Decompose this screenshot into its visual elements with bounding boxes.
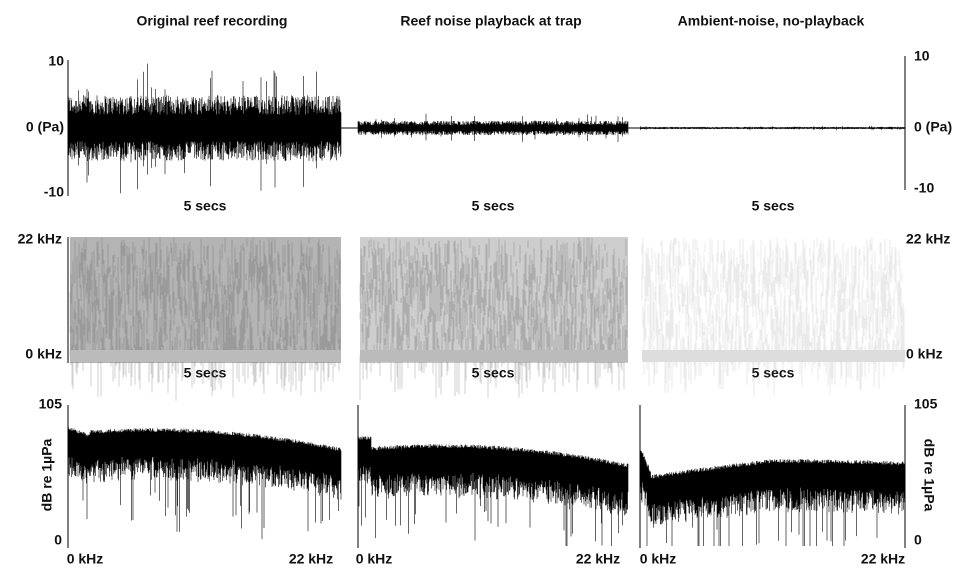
spectrogram-bg [642,237,905,363]
column-title: Original reef recording [137,13,288,29]
tick-label: 0 kHz [25,346,62,362]
tick-label: 0 (Pa) [914,119,952,135]
x-tick-label: 22 kHz [576,551,620,567]
waveform [358,114,628,142]
tick-label: 10 [48,53,64,69]
tick-label: 22 kHz [18,231,62,247]
tick-label: 0 kHz [906,346,943,362]
tick-label: -10 [44,184,64,200]
tick-label: 105 [39,396,63,412]
tick-label: 0 [54,532,62,548]
column-title: Reef noise playback at trap [400,13,581,29]
spectrogram-low [70,350,341,362]
y-label: dB re 1µPa [39,438,55,511]
x-tick-label: 22 kHz [289,551,333,567]
tick-label: 105 [914,396,938,412]
tick-label: 0 [914,532,922,548]
waveform [640,126,905,130]
x-label: 5 secs [184,365,227,381]
x-label: 5 secs [184,198,227,214]
spectrogram-low [642,350,905,362]
x-tick-label: 22 kHz [861,551,905,567]
spectrum [68,426,341,539]
x-label: 5 secs [752,198,795,214]
column-title: Ambient-noise, no-playback [678,13,865,29]
tick-label: 22 kHz [906,231,950,247]
x-label: 5 secs [472,198,515,214]
x-tick-label: 0 kHz [640,551,677,567]
spectrogram-low [360,350,628,362]
x-tick-label: 0 kHz [356,551,393,567]
waveform [68,64,341,194]
x-tick-label: 0 kHz [67,551,104,567]
tick-label: 0 (Pa) [26,119,64,135]
figure: Original reef recording Reef noise playb… [0,0,957,568]
tick-label: -10 [914,180,934,196]
spectrum [640,446,905,546]
spectrum [358,436,628,546]
tick-label: 10 [914,48,930,64]
y-label: dB re 1µPa [921,439,937,512]
